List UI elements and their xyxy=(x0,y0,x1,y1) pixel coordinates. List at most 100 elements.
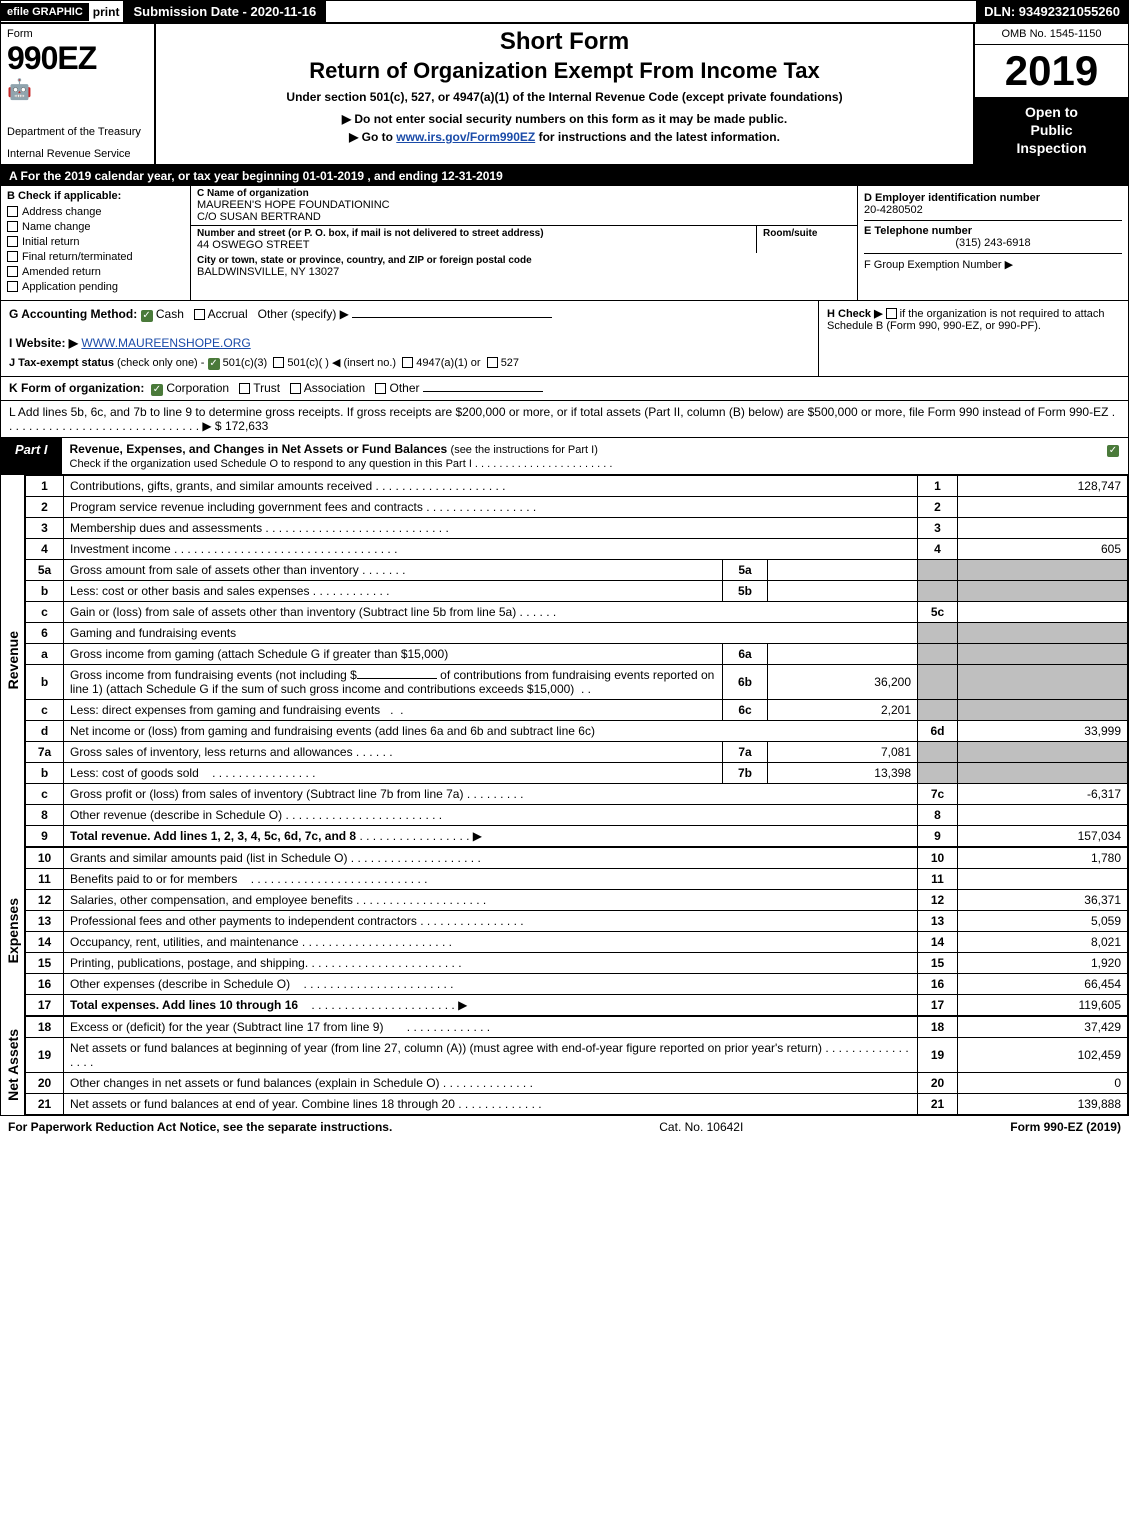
header-mid: Short Form Return of Organization Exempt… xyxy=(156,24,973,164)
tax-year: 2019 xyxy=(975,45,1128,97)
net-assets-table: 18Excess or (deficit) for the year (Subt… xyxy=(25,1016,1128,1115)
goto-post: for instructions and the latest informat… xyxy=(539,130,780,144)
chk-other-org[interactable] xyxy=(375,383,386,394)
j-sub: (check only one) - xyxy=(117,357,204,369)
c-name-label: C Name of organization xyxy=(197,188,851,199)
row-g: G Accounting Method: ✓ Cash Accrual Othe… xyxy=(1,301,818,376)
bcd-block: B Check if applicable: Address change Na… xyxy=(1,186,1128,301)
l-text: L Add lines 5b, 6c, and 7b to line 9 to … xyxy=(9,405,1115,433)
expenses-side-label: Expenses xyxy=(1,847,25,1016)
footer-right: Form 990-EZ (2019) xyxy=(1010,1120,1121,1134)
ein-label: D Employer identification number xyxy=(864,192,1122,204)
city-label: City or town, state or province, country… xyxy=(197,255,851,266)
line-6d: dNet income or (loss) from gaming and fu… xyxy=(26,720,1128,741)
print-link[interactable]: print xyxy=(89,5,124,19)
expenses-table: 10Grants and similar amounts paid (list … xyxy=(25,847,1128,1016)
line-21: 21Net assets or fund balances at end of … xyxy=(26,1093,1128,1114)
chk-name[interactable]: Name change xyxy=(7,221,184,233)
chk-501c[interactable] xyxy=(273,357,284,368)
chk-pending[interactable]: Application pending xyxy=(7,281,184,293)
city-state-zip: BALDWINSVILLE, NY 13027 xyxy=(197,266,851,278)
other-field[interactable] xyxy=(352,317,552,318)
goto-line: ▶ Go to www.irs.gov/Form990EZ for instru… xyxy=(166,130,963,144)
line-20: 20Other changes in net assets or fund ba… xyxy=(26,1072,1128,1093)
chk-corp[interactable]: ✓ xyxy=(151,384,163,396)
page-footer: For Paperwork Reduction Act Notice, see … xyxy=(0,1116,1129,1138)
chk-trust[interactable] xyxy=(239,383,250,394)
line-2: 2Program service revenue including gover… xyxy=(26,496,1128,517)
robot-icon: 🤖 xyxy=(7,77,148,102)
group-exemption: F Group Exemption Number ▶ xyxy=(864,258,1122,271)
row-h: H Check ▶ if the organization is not req… xyxy=(818,301,1128,376)
6b-blank[interactable] xyxy=(357,678,437,679)
submission-date: Submission Date - 2020-11-16 xyxy=(123,1,326,22)
website-link[interactable]: WWW.MAUREENSHOPE.ORG xyxy=(81,336,250,350)
footer-left: For Paperwork Reduction Act Notice, see … xyxy=(8,1120,392,1134)
k-label: K Form of organization: xyxy=(9,381,144,395)
chk-accrual[interactable] xyxy=(194,309,205,320)
under-section: Under section 501(c), 527, or 4947(a)(1)… xyxy=(166,90,963,104)
row-k: K Form of organization: ✓ Corporation Tr… xyxy=(1,377,1128,401)
line-13: 13Professional fees and other payments t… xyxy=(26,910,1128,931)
form-word: Form xyxy=(7,28,148,40)
row-gh: G Accounting Method: ✓ Cash Accrual Othe… xyxy=(1,301,1128,377)
line-11: 11Benefits paid to or for members . . . … xyxy=(26,868,1128,889)
tel-label: E Telephone number xyxy=(864,225,1122,237)
b-header: B Check if applicable: xyxy=(7,190,184,202)
line-10: 10Grants and similar amounts paid (list … xyxy=(26,847,1128,868)
other-org-field[interactable] xyxy=(423,391,543,392)
line-7b: bLess: cost of goods sold . . . . . . . … xyxy=(26,762,1128,783)
line-6b: bGross income from fundraising events (n… xyxy=(26,664,1128,699)
chk-final[interactable]: Final return/terminated xyxy=(7,251,184,263)
line-9: 9Total revenue. Add lines 1, 2, 3, 4, 5c… xyxy=(26,825,1128,846)
net-assets-side-label: Net Assets xyxy=(1,1016,25,1115)
chk-cash[interactable]: ✓ xyxy=(141,310,153,322)
line-7c: cGross profit or (loss) from sales of in… xyxy=(26,783,1128,804)
chk-4947[interactable] xyxy=(402,357,413,368)
chk-initial[interactable]: Initial return xyxy=(7,236,184,248)
goto-pre: ▶ Go to xyxy=(349,130,396,144)
row-l: L Add lines 5b, 6c, and 7b to line 9 to … xyxy=(1,401,1128,438)
line-8: 8Other revenue (describe in Schedule O) … xyxy=(26,804,1128,825)
return-title: Return of Organization Exempt From Incom… xyxy=(166,58,963,84)
line-6c: cLess: direct expenses from gaming and f… xyxy=(26,699,1128,720)
line-1: 1Contributions, gifts, grants, and simil… xyxy=(26,475,1128,496)
accrual-label: Accrual xyxy=(208,307,248,321)
line-15: 15Printing, publications, postage, and s… xyxy=(26,952,1128,973)
open2: Public xyxy=(979,121,1124,139)
line-3: 3Membership dues and assessments . . . .… xyxy=(26,517,1128,538)
open1: Open to xyxy=(979,103,1124,121)
header: Form 990EZ 🤖 Department of the Treasury … xyxy=(1,24,1128,166)
other-label: Other (specify) ▶ xyxy=(258,307,349,321)
part1-checkbox[interactable]: ✓ xyxy=(1098,438,1128,474)
goto-link[interactable]: www.irs.gov/Form990EZ xyxy=(396,130,535,144)
j-label: J Tax-exempt status xyxy=(9,357,114,369)
part1-header: Part I Revenue, Expenses, and Changes in… xyxy=(1,438,1128,475)
chk-h[interactable] xyxy=(886,308,897,319)
header-right: OMB No. 1545-1150 2019 Open to Public In… xyxy=(973,24,1128,164)
g-label: G Accounting Method: xyxy=(9,307,137,321)
irs-label: Internal Revenue Service xyxy=(7,148,148,160)
tel-value: (315) 243-6918 xyxy=(864,237,1122,249)
revenue-side-label: Revenue xyxy=(1,475,25,847)
line-5c: cGain or (loss) from sale of assets othe… xyxy=(26,601,1128,622)
efile-label: efile GRAPHIC xyxy=(1,3,89,21)
part1-title: Revenue, Expenses, and Changes in Net As… xyxy=(62,438,1098,474)
org-name: MAUREEN'S HOPE FOUNDATIONINC xyxy=(197,199,851,211)
chk-assoc[interactable] xyxy=(290,383,301,394)
line-6a: aGross income from gaming (attach Schedu… xyxy=(26,643,1128,664)
chk-address[interactable]: Address change xyxy=(7,206,184,218)
chk-501c3[interactable]: ✓ xyxy=(208,358,220,370)
h-label: H Check ▶ xyxy=(827,308,883,320)
line-14: 14Occupancy, rent, utilities, and mainte… xyxy=(26,931,1128,952)
expenses-section: Expenses 10Grants and similar amounts pa… xyxy=(1,847,1128,1016)
revenue-section: Revenue 1Contributions, gifts, grants, a… xyxy=(1,475,1128,847)
col-d: D Employer identification number 20-4280… xyxy=(858,186,1128,300)
do-not-enter: ▶ Do not enter social security numbers o… xyxy=(166,112,963,126)
street-address: 44 OSWEGO STREET xyxy=(197,239,750,251)
chk-amended[interactable]: Amended return xyxy=(7,266,184,278)
top-bar: efile GRAPHIC print Submission Date - 20… xyxy=(1,1,1128,24)
footer-mid: Cat. No. 10642I xyxy=(659,1120,743,1134)
l-value: 172,633 xyxy=(225,419,268,433)
chk-527[interactable] xyxy=(487,357,498,368)
